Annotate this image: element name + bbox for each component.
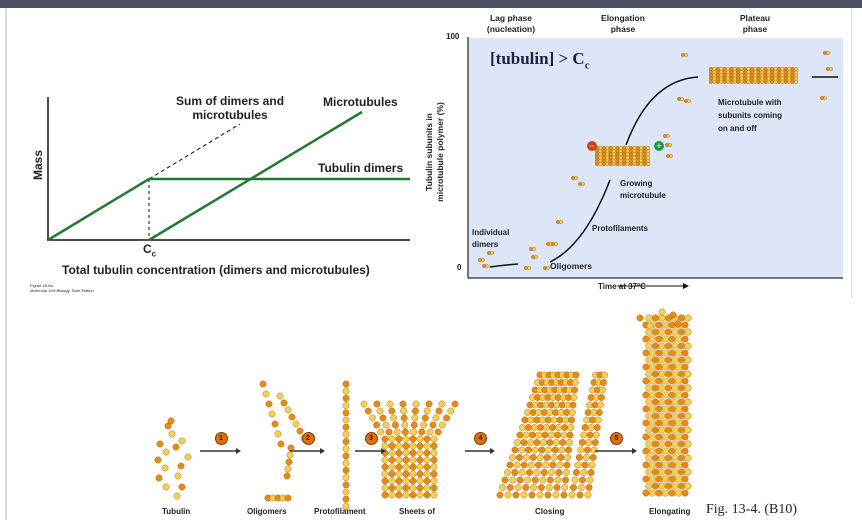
label-protofilament: Protofilament <box>314 507 366 516</box>
svg-text:+: + <box>656 141 661 151</box>
sum-label: Sum of dimers and microtubules <box>176 94 285 122</box>
label-elongating: Elongating <box>649 507 691 516</box>
figure-credit: Figure 18-8a Molecular Cell Biology, Sixt… <box>30 283 94 293</box>
left-border <box>5 8 7 520</box>
y-max-tick: 100 <box>446 32 460 41</box>
microtubules-label: Microtubules <box>323 95 398 109</box>
plateau-phase-label: Plateau phase <box>739 13 771 34</box>
condition-label: [tubulin] > Cc <box>490 49 590 72</box>
tubulin-dimers-line <box>47 177 410 242</box>
individual-dimers-label: Individual dimers <box>472 228 510 249</box>
growing-microtubule <box>595 145 651 166</box>
step-number-badge: 3 <box>364 432 378 445</box>
svg-text:−: − <box>589 141 594 151</box>
cc-label: Cc <box>143 242 157 259</box>
step-number-badge: 1 <box>214 432 228 445</box>
minus-end-icon <box>587 141 597 151</box>
label-tubulin: Tubulin <box>162 507 191 516</box>
lag-phase-label: Lag phase (nucleation) <box>486 13 536 34</box>
microtubules-line <box>148 110 363 242</box>
figure-label: Fig. 13-4. (B10) <box>706 502 797 517</box>
label-oligomers: Oligomers <box>247 507 287 516</box>
time-axis-label: Time at 37°C <box>598 282 646 291</box>
growth-curve-upper <box>625 76 699 146</box>
step-number-badge: 4 <box>474 432 487 445</box>
plus-end-icon <box>654 141 664 151</box>
x-axis-label: Total tubulin concentration (dimers and … <box>62 263 370 277</box>
elongation-phase-label: Elongation phase <box>601 13 645 34</box>
y-min-tick: 0 <box>457 263 462 272</box>
right-border <box>851 8 852 298</box>
window-top-bar <box>0 0 862 8</box>
label-closing: Closing <box>535 507 565 516</box>
sum-dashed-line <box>148 123 241 180</box>
lag-curve <box>489 263 519 268</box>
right-y-axis-label: Tubulin subunits in microtubule polymer (… <box>424 102 445 202</box>
step-number-badge: 5 <box>610 432 623 445</box>
oligomers-label: Oligomers <box>550 261 593 271</box>
tubulin-dimers-label: Tubulin dimers <box>318 161 404 175</box>
plateau-microtubule <box>709 66 799 84</box>
tubulin-dimer-icons <box>478 51 833 270</box>
protofilaments-label: Protofilaments <box>592 224 649 233</box>
growing-microtubule-label: Growing microtubule <box>620 179 666 200</box>
mass-axis-label: Mass <box>31 149 45 180</box>
microtubule-dynamics-label: Microtubule with subunits coming on and of… <box>718 98 782 133</box>
label-sheets: Sheets of <box>399 507 436 516</box>
growth-curve-lower <box>549 179 611 263</box>
step-number-badge: 2 <box>301 432 315 445</box>
polymerization-steps-illustration <box>154 308 692 510</box>
